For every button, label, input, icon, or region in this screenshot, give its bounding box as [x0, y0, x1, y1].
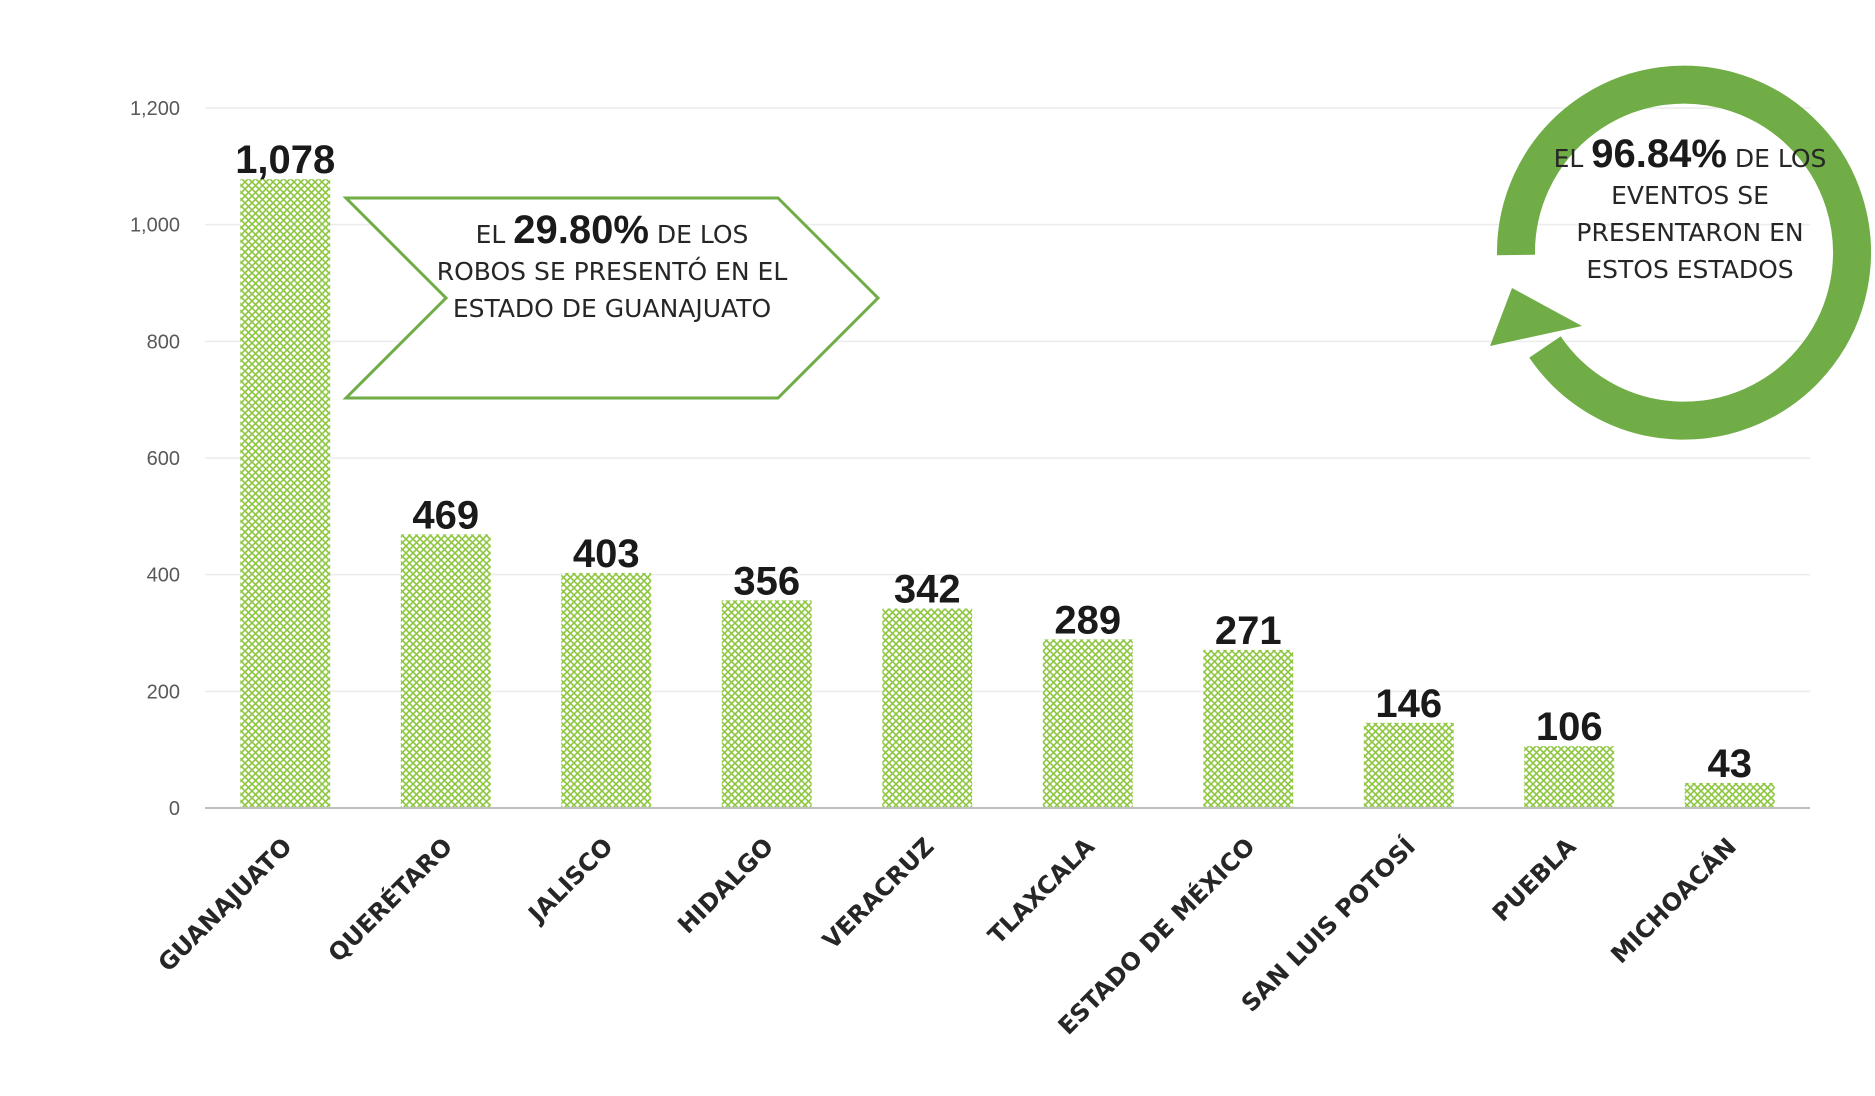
data-label: 106 [1536, 705, 1603, 749]
bar [1042, 639, 1133, 808]
bar [561, 572, 652, 808]
bar [400, 534, 491, 808]
bar [882, 608, 973, 808]
bar [240, 179, 331, 808]
y-tick-label: 800 [147, 331, 180, 353]
y-tick-label: 1,000 [130, 215, 180, 237]
y-tick-label: 1,200 [130, 98, 180, 120]
category-label: SAN LUIS POTOSÍ [1235, 832, 1421, 1018]
bar [1524, 746, 1615, 808]
data-label: 43 [1708, 742, 1753, 786]
callout-left-pre: EL [475, 220, 514, 249]
category-label: PUEBLA [1487, 832, 1582, 927]
y-tick-label: 400 [147, 565, 180, 587]
data-label: 289 [1054, 598, 1121, 642]
category-label: JALISCO [522, 832, 619, 929]
y-axis-ticks: 0 200 400 600 800 1,000 1,200 [130, 98, 180, 820]
data-labels: 1,078 469 403 356 342 289 271 146 106 43 [235, 138, 1752, 786]
data-label: 271 [1215, 609, 1282, 653]
callout-right-percentage: 96.84% [1591, 132, 1727, 176]
callout-left-text: EL 29.80% DE LOS ROBOS SE PRESENTÓ EN EL… [430, 210, 794, 327]
category-label: HIDALGO [672, 832, 779, 939]
bar [721, 600, 812, 808]
bars [240, 179, 1775, 808]
data-label: 403 [573, 532, 640, 576]
callout-right-pre: EL [1553, 144, 1592, 173]
category-label: VERACRUZ [817, 832, 939, 954]
callout-right-text: EL 96.84% DE LOS EVENTOS SE PRESENTARON … [1545, 134, 1835, 288]
data-label: 356 [733, 559, 800, 603]
callout-arrow-shape [342, 196, 881, 400]
circular-arrow-icon [1490, 65, 1871, 440]
category-label: GUANAJUATO [153, 832, 298, 977]
category-label: QUERÉTARO [322, 832, 458, 968]
data-label: 469 [412, 493, 479, 537]
y-tick-label: 200 [147, 681, 180, 703]
category-label: TLAXCALA [983, 832, 1101, 950]
category-labels: GUANAJUATO QUERÉTARO JALISCO HIDALGO VERACRU… [153, 832, 1742, 1041]
callout-left-percentage: 29.80% [513, 208, 649, 252]
y-tick-label: 0 [169, 798, 180, 820]
bar [1203, 649, 1294, 808]
callout-right-post: DE LOS EVENTOS SE PRESENTARON EN ESTOS E… [1576, 144, 1827, 284]
callout-left-post: DE LOS ROBOS SE PRESENTÓ EN EL ESTADO DE… [436, 220, 788, 323]
category-label: MICHOACÁN [1605, 832, 1742, 969]
bar [1684, 782, 1775, 808]
bar [1363, 722, 1454, 808]
data-label: 146 [1375, 682, 1442, 726]
y-tick-label: 600 [147, 448, 180, 470]
data-label: 1,078 [235, 138, 335, 182]
data-label: 342 [894, 568, 961, 612]
